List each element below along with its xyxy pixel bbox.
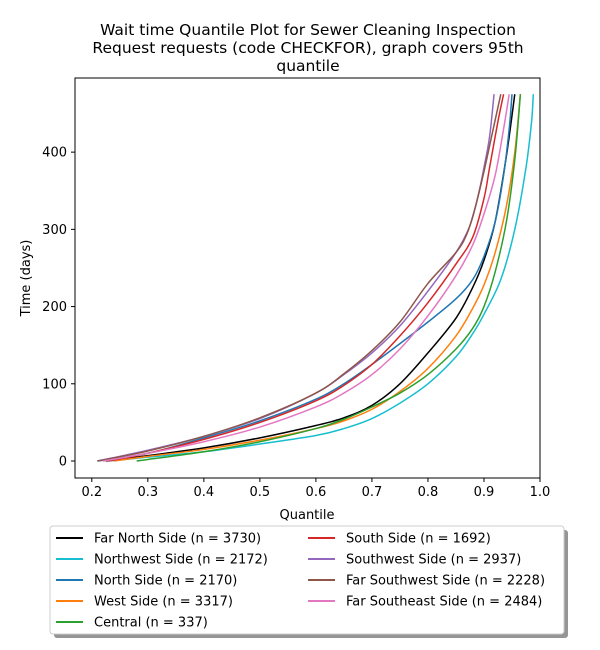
- legend: Far North Side (n = 3730) Northwest Side …: [49, 525, 568, 638]
- legend-label: Far North Side (n = 3730): [94, 532, 261, 547]
- legend-entry: West Side (n = 3317): [56, 595, 233, 610]
- legend-label: South Side (n = 1692): [346, 532, 491, 547]
- x-tick-label: 0.7: [362, 485, 383, 500]
- legend-label: Central (n = 337): [94, 616, 208, 631]
- x-tick-label: 0.5: [250, 485, 271, 500]
- x-tick-label: 0.9: [474, 485, 495, 500]
- legend-label: Northwest Side (n = 2172): [94, 553, 268, 568]
- y-tick-label: 300: [42, 223, 67, 238]
- legend-entry: Northwest Side (n = 2172): [56, 553, 268, 568]
- y-tick-label: 200: [42, 300, 67, 315]
- y-tick-label: 400: [42, 146, 67, 161]
- legend-entry: South Side (n = 1692): [308, 532, 491, 547]
- axis-ticks: 0.2 0.3 0.4 0.5 0.6 0.7 0.8 0.9 1.0 0 100 200 300 400: [42, 146, 550, 500]
- series-line-8: [97, 94, 502, 462]
- legend-label: Far Southwest Side (n = 2228): [346, 574, 545, 589]
- series-line-4: [114, 94, 522, 462]
- x-tick-label: 0.6: [306, 485, 327, 500]
- chart-title: Wait time Quantile Plot for Sewer Cleani…: [92, 21, 523, 75]
- legend-label: North Side (n = 2170): [94, 574, 237, 589]
- legend-label: Far Southeast Side (n = 2484): [346, 595, 542, 610]
- y-tick-label: 100: [42, 377, 67, 392]
- legend-entry: North Side (n = 2170): [56, 574, 237, 589]
- legend-entry: Far Southeast Side (n = 2484): [308, 595, 542, 610]
- series-line-9: [102, 94, 510, 462]
- y-axis-label: Time (days): [19, 240, 34, 318]
- series-line-7: [97, 94, 495, 462]
- series-line-2: [108, 94, 535, 462]
- x-tick-label: 0.3: [137, 485, 158, 500]
- legend-box: [49, 525, 565, 635]
- plot-frame: [74, 77, 541, 479]
- series-layer: [97, 94, 535, 462]
- x-tick-label: 0.2: [81, 485, 102, 500]
- legend-items: Far North Side (n = 3730) Northwest Side …: [56, 532, 545, 631]
- chart-title-line-3: quantile: [276, 57, 339, 75]
- y-tick-label: 0: [59, 455, 67, 470]
- legend-entry: Southwest Side (n = 2937): [308, 553, 521, 568]
- legend-entry: Far North Side (n = 3730): [56, 532, 261, 547]
- legend-entry: Far Southwest Side (n = 2228): [308, 574, 545, 589]
- x-tick-label: 0.4: [194, 485, 215, 500]
- series-line-1: [105, 94, 516, 462]
- x-tick-label: 0.8: [418, 485, 439, 500]
- legend-label: Southwest Side (n = 2937): [346, 553, 521, 568]
- x-tick-label: 1.0: [530, 485, 551, 500]
- legend-entry: Central (n = 337): [56, 616, 208, 631]
- x-axis-label: Quantile: [280, 508, 335, 523]
- series-line-6: [108, 94, 505, 462]
- series-line-5: [136, 94, 522, 462]
- legend-label: West Side (n = 3317): [94, 595, 233, 610]
- chart-title-line-2: Request requests (code CHECKFOR), graph …: [92, 39, 523, 57]
- chart-title-line-1: Wait time Quantile Plot for Sewer Cleani…: [100, 21, 516, 39]
